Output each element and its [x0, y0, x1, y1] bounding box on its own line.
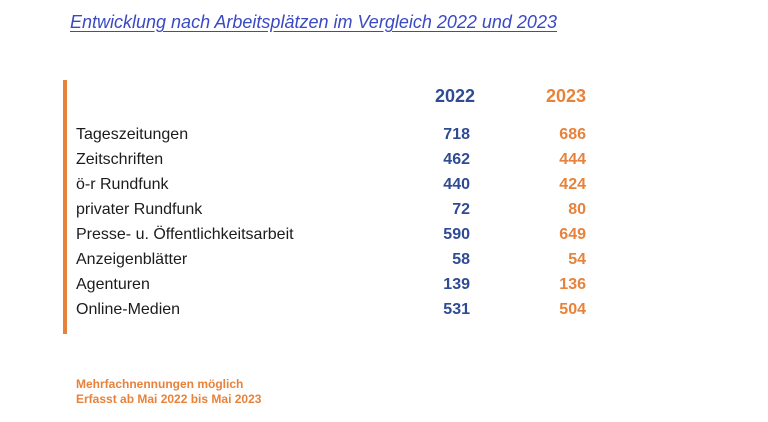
value-2022: 58 [452, 251, 470, 268]
value-2022: 531 [443, 301, 470, 318]
table-row: Agenturen 139 136 [76, 272, 596, 297]
table-row: Anzeigenblätter 58 54 [76, 247, 596, 272]
value-2022: 72 [452, 201, 470, 218]
row-label: Tageszeitungen [76, 126, 189, 143]
row-label: Anzeigenblätter [76, 251, 188, 268]
row-label: Presse- u. Öffentlichkeitsarbeit [76, 226, 294, 243]
table-row: Tageszeitungen 718 686 [76, 122, 596, 147]
row-label: Online-Medien [76, 301, 181, 318]
table-row: Zeitschriften 462 444 [76, 147, 596, 172]
value-2023: 54 [568, 251, 586, 268]
value-2023: 80 [568, 201, 586, 218]
value-2023: 504 [559, 301, 586, 318]
value-2023: 424 [559, 176, 586, 193]
value-2022: 462 [443, 151, 470, 168]
row-label: privater Rundfunk [76, 201, 203, 218]
value-2023: 444 [559, 151, 586, 168]
table-row: Online-Medien 531 504 [76, 297, 596, 322]
footnotes: Mehrfachnennungen möglich Erfasst ab Mai… [76, 377, 261, 407]
data-table: Tageszeitungen 718 686 Zeitschriften 462… [76, 122, 596, 322]
column-header-2023: 2023 [546, 86, 587, 106]
row-label: ö-r Rundfunk [76, 176, 169, 193]
accent-bar [63, 80, 67, 334]
table-row: Presse- u. Öffentlichkeitsarbeit 590 649 [76, 222, 596, 247]
value-2022: 440 [443, 176, 470, 193]
value-2022: 139 [443, 276, 470, 293]
value-2022: 590 [443, 226, 470, 243]
footnote-period: Erfasst ab Mai 2022 bis Mai 2023 [76, 392, 262, 406]
value-2023: 136 [559, 276, 586, 293]
value-2022: 718 [443, 126, 470, 143]
footnote-multiple-answers: Mehrfachnennungen möglich [76, 377, 244, 391]
page-title[interactable]: Entwicklung nach Arbeitsplätzen im Vergl… [70, 12, 557, 32]
column-header-2022: 2022 [435, 86, 476, 106]
value-2023: 649 [559, 226, 586, 243]
row-label: Zeitschriften [76, 151, 164, 168]
table-row: ö-r Rundfunk 440 424 [76, 172, 596, 197]
value-2023: 686 [559, 126, 586, 143]
row-label: Agenturen [76, 276, 150, 293]
table-row: privater Rundfunk 72 80 [76, 197, 596, 222]
